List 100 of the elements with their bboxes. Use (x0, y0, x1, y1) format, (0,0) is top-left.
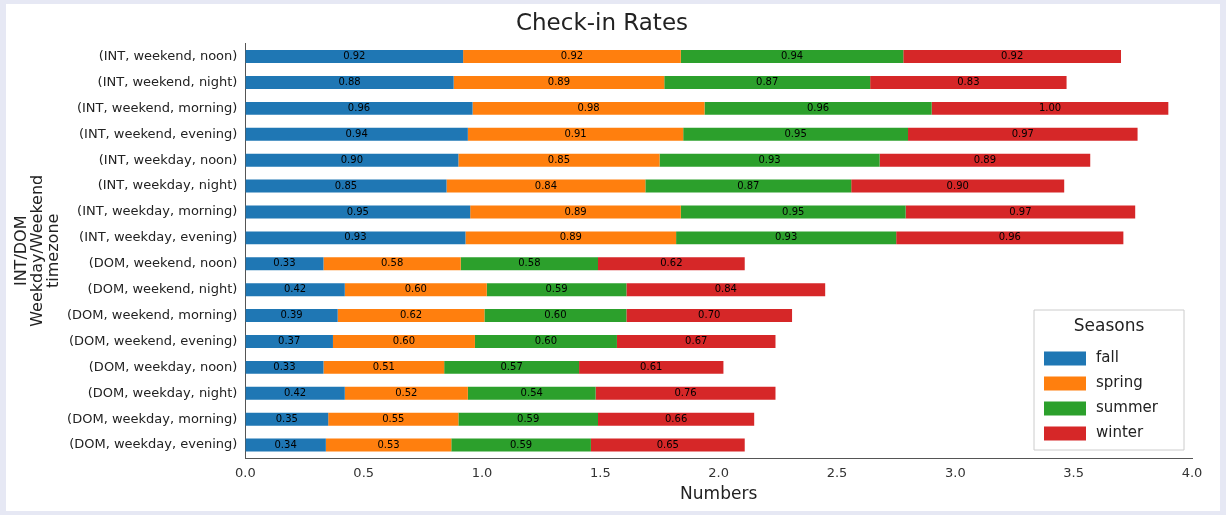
bar (245, 50, 464, 64)
bar (245, 75, 454, 89)
bar (245, 179, 447, 193)
bar (879, 153, 1091, 167)
data-label: 0.58 (380, 257, 404, 269)
bar (595, 386, 776, 400)
bar (467, 127, 684, 141)
bar (453, 75, 665, 89)
x-tick-label: 1.0 (471, 465, 493, 481)
x-tick-label: 4.0 (1181, 465, 1203, 481)
data-label: 0.98 (577, 101, 600, 113)
bar (908, 127, 1138, 141)
data-label: 0.95 (782, 205, 805, 217)
data-label: 0.57 (500, 360, 523, 372)
y-tick-label: (INT, weekend, morning) (76, 99, 238, 115)
bar (680, 50, 904, 64)
bar (676, 231, 897, 245)
x-tick-label: 1.5 (590, 465, 611, 481)
data-label: 0.42 (283, 283, 307, 295)
data-label: 0.84 (714, 283, 737, 295)
data-label: 0.33 (273, 257, 296, 269)
y-tick-label: (DOM, weekend, morning) (67, 306, 238, 322)
bar (905, 205, 1136, 219)
bar (931, 101, 1169, 115)
bar (579, 360, 724, 374)
data-label: 0.97 (1009, 205, 1032, 217)
data-label: 0.66 (664, 412, 688, 424)
bar (344, 283, 487, 297)
bar (328, 412, 459, 426)
data-label: 0.34 (274, 438, 297, 450)
data-label: 0.94 (345, 127, 368, 139)
data-label: 0.59 (509, 438, 533, 450)
y-tick-label: (DOM, weekday, morning) (67, 410, 238, 426)
data-label: 0.95 (346, 205, 369, 217)
bar (467, 386, 596, 400)
x-tick-label: 3.5 (1063, 465, 1085, 481)
data-label: 0.83 (957, 76, 980, 88)
bar (245, 334, 333, 348)
bar (245, 127, 468, 141)
data-label: 0.87 (756, 76, 779, 88)
bar (325, 438, 452, 452)
data-label: 0.84 (534, 179, 558, 191)
y-tick-label: (INT, weekend, night) (97, 73, 238, 89)
bar (463, 50, 681, 64)
data-label: 0.37 (278, 335, 301, 347)
data-label: 0.58 (518, 257, 541, 269)
data-label: 0.89 (564, 205, 587, 217)
data-label: 0.90 (946, 179, 969, 191)
data-label: 0.94 (780, 50, 804, 62)
y-tick-label: (DOM, weekday, noon) (88, 358, 238, 374)
bar (245, 101, 473, 115)
data-label: 0.33 (273, 360, 296, 372)
y-axis-title: INT/DOM Weekday/Weekend timezone (11, 174, 63, 327)
data-label: 0.61 (640, 360, 663, 372)
y-tick-label: (INT, weekend, noon) (98, 47, 238, 63)
y-tick-label: (DOM, weekday, evening) (69, 436, 238, 452)
legend-title: Seasons (1073, 315, 1145, 336)
x-tick-label: 2.5 (826, 465, 848, 481)
bar (245, 231, 466, 245)
data-label: 0.89 (559, 231, 582, 243)
bar (598, 257, 745, 271)
data-label: 0.96 (806, 101, 830, 113)
chart-title: Check-in Rates (515, 8, 689, 35)
data-label: 0.54 (520, 386, 543, 398)
bar (896, 231, 1124, 245)
data-label: 0.62 (399, 309, 423, 321)
data-label: 0.59 (517, 412, 540, 424)
data-label: 0.59 (545, 283, 568, 295)
bar (245, 205, 471, 219)
bar (870, 75, 1067, 89)
bar (332, 334, 475, 348)
legend-label: summer (1096, 398, 1159, 417)
bar (458, 153, 660, 167)
bar (704, 101, 932, 115)
bar (446, 179, 646, 193)
bar (451, 438, 591, 452)
data-label: 0.89 (547, 76, 571, 88)
legend-label: spring (1096, 373, 1143, 392)
bar (664, 75, 871, 89)
legend-label: fall (1096, 348, 1119, 367)
data-label: 0.92 (1001, 50, 1024, 62)
x-axis-title: Numbers (680, 483, 758, 504)
bar (851, 179, 1065, 193)
data-label: 0.52 (395, 386, 418, 398)
bar (458, 412, 598, 426)
x-tick-label: 2.0 (708, 465, 730, 481)
bar (245, 309, 338, 323)
bar (683, 127, 909, 141)
bar (616, 334, 776, 348)
data-label: 0.65 (656, 438, 679, 450)
y-tick-label: (DOM, weekend, evening) (69, 332, 238, 348)
data-label: 0.85 (547, 153, 571, 165)
bar (626, 309, 793, 323)
data-label: 0.60 (404, 283, 427, 295)
y-tick-label: (INT, weekday, morning) (77, 203, 238, 219)
data-label: 0.85 (334, 179, 358, 191)
data-label: 0.93 (775, 231, 798, 243)
bar (645, 179, 852, 193)
y-tick-label: (DOM, weekend, night) (87, 281, 238, 297)
bar (245, 386, 345, 400)
